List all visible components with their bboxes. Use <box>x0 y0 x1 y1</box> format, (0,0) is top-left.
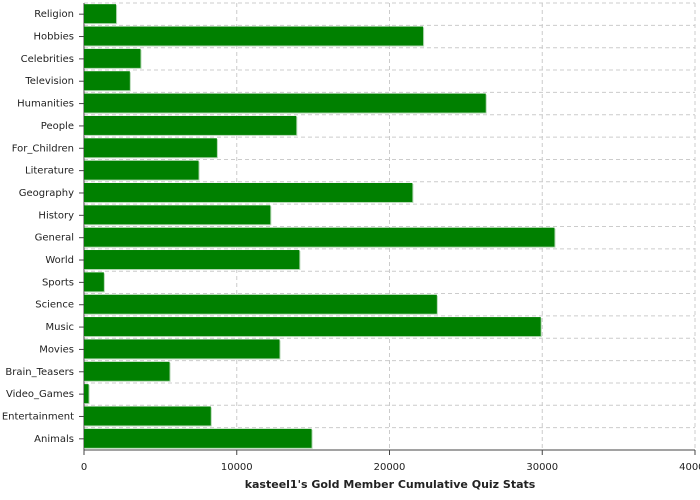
y-tick-label: History <box>38 210 74 221</box>
bar <box>84 361 170 381</box>
bar <box>84 71 130 91</box>
bar <box>84 227 555 247</box>
bar <box>84 182 413 202</box>
bar <box>84 317 541 337</box>
bar <box>84 138 217 158</box>
y-tick-label: Religion <box>34 9 74 20</box>
y-tick-label: Entertainment <box>2 411 74 422</box>
bar <box>84 26 424 46</box>
y-tick-label: Geography <box>19 188 74 199</box>
chart-title: kasteel1's Gold Member Cumulative Quiz S… <box>245 478 536 491</box>
y-tick-label: Movies <box>39 344 74 355</box>
bar <box>84 93 486 113</box>
y-tick-label: Animals <box>34 434 74 445</box>
bar <box>84 428 312 448</box>
y-tick-label: For_Children <box>12 143 74 154</box>
bar <box>84 294 437 314</box>
y-tick-label: Music <box>46 322 74 333</box>
x-tick-label: 30000 <box>526 462 558 473</box>
y-tick-label: General <box>35 233 74 244</box>
y-tick-label: People <box>41 121 74 132</box>
y-tick-label: Television <box>24 76 74 87</box>
bar <box>84 4 117 24</box>
bar <box>84 115 297 135</box>
x-tick-label: 0 <box>81 462 87 473</box>
bar <box>84 406 211 426</box>
bar <box>84 272 104 292</box>
y-tick-label: Brain_Teasers <box>5 367 74 378</box>
y-tick-label: Video_Games <box>6 389 74 400</box>
bar <box>84 250 300 270</box>
x-tick-label: 40000 <box>679 462 700 473</box>
y-tick-label: Humanities <box>17 99 74 110</box>
bar <box>84 48 141 68</box>
bar <box>84 205 271 225</box>
y-tick-label: Literature <box>25 166 74 177</box>
y-tick-label: Science <box>35 300 74 311</box>
x-tick-label: 20000 <box>374 462 406 473</box>
bar <box>84 384 89 404</box>
y-tick-label: Hobbies <box>34 32 74 43</box>
y-tick-label: World <box>45 255 74 266</box>
bar <box>84 160 199 180</box>
x-tick-label: 10000 <box>221 462 253 473</box>
bar <box>84 339 280 359</box>
y-tick-label: Sports <box>42 277 74 288</box>
y-tick-label: Celebrities <box>21 54 74 65</box>
